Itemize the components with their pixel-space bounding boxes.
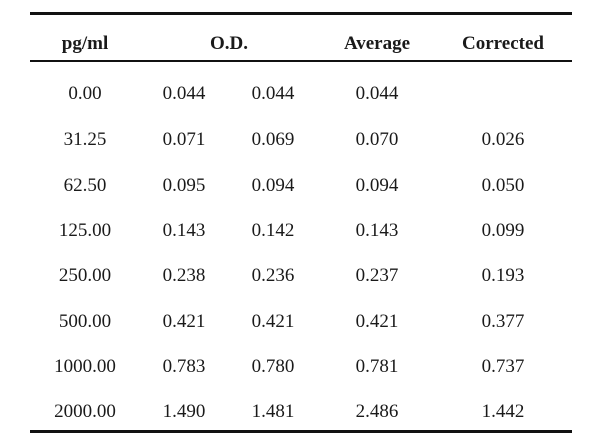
cell-average: 0.044 bbox=[355, 83, 399, 104]
cell-od-1: 0.044 bbox=[162, 83, 206, 104]
cell-corrected: 0.026 bbox=[481, 129, 525, 150]
header-corrected: Corrected bbox=[462, 33, 544, 54]
cell-average: 0.421 bbox=[355, 311, 399, 332]
cell-corrected: 0.050 bbox=[481, 175, 525, 196]
cell-od-1: 1.490 bbox=[162, 401, 206, 422]
cell-od-2: 0.142 bbox=[251, 220, 295, 241]
cell-average: 0.237 bbox=[355, 265, 399, 286]
cell-concentration: 0.00 bbox=[68, 83, 102, 104]
cell-average: 0.143 bbox=[355, 220, 399, 241]
cell-average: 0.094 bbox=[355, 175, 399, 196]
cell-od-1: 0.143 bbox=[162, 220, 206, 241]
table-bottom-rule bbox=[30, 430, 572, 433]
cell-od-2: 0.069 bbox=[251, 129, 295, 150]
cell-concentration: 250.00 bbox=[58, 265, 112, 286]
cell-od-1: 0.095 bbox=[162, 175, 206, 196]
cell-concentration: 62.50 bbox=[63, 175, 107, 196]
cell-concentration: 31.25 bbox=[63, 129, 107, 150]
cell-concentration: 1000.00 bbox=[54, 356, 116, 377]
cell-corrected: 0.377 bbox=[481, 311, 525, 332]
cell-od-1: 0.238 bbox=[162, 265, 206, 286]
cell-od-2: 0.780 bbox=[251, 356, 295, 377]
cell-concentration: 125.00 bbox=[58, 220, 112, 241]
cell-corrected: 0.193 bbox=[481, 265, 525, 286]
cell-corrected: 0.737 bbox=[481, 356, 525, 377]
table-header-rule bbox=[30, 60, 572, 62]
cell-od-2: 0.421 bbox=[251, 311, 295, 332]
table-top-rule bbox=[30, 12, 572, 15]
cell-od-2: 0.236 bbox=[251, 265, 295, 286]
header-concentration: pg/ml bbox=[61, 33, 109, 54]
cell-corrected: 1.442 bbox=[481, 401, 525, 422]
cell-concentration: 500.00 bbox=[58, 311, 112, 332]
cell-concentration: 2000.00 bbox=[54, 401, 116, 422]
cell-corrected: 0.099 bbox=[481, 220, 525, 241]
cell-od-2: 1.481 bbox=[251, 401, 295, 422]
cell-od-1: 0.421 bbox=[162, 311, 206, 332]
header-average: Average bbox=[343, 33, 411, 54]
header-od: O.D. bbox=[210, 33, 248, 54]
cell-average: 2.486 bbox=[355, 401, 399, 422]
cell-average: 0.070 bbox=[355, 129, 399, 150]
cell-od-2: 0.094 bbox=[251, 175, 295, 196]
cell-average: 0.781 bbox=[355, 356, 399, 377]
cell-od-1: 0.783 bbox=[162, 356, 206, 377]
cell-od-1: 0.071 bbox=[162, 129, 206, 150]
cell-od-2: 0.044 bbox=[251, 83, 295, 104]
